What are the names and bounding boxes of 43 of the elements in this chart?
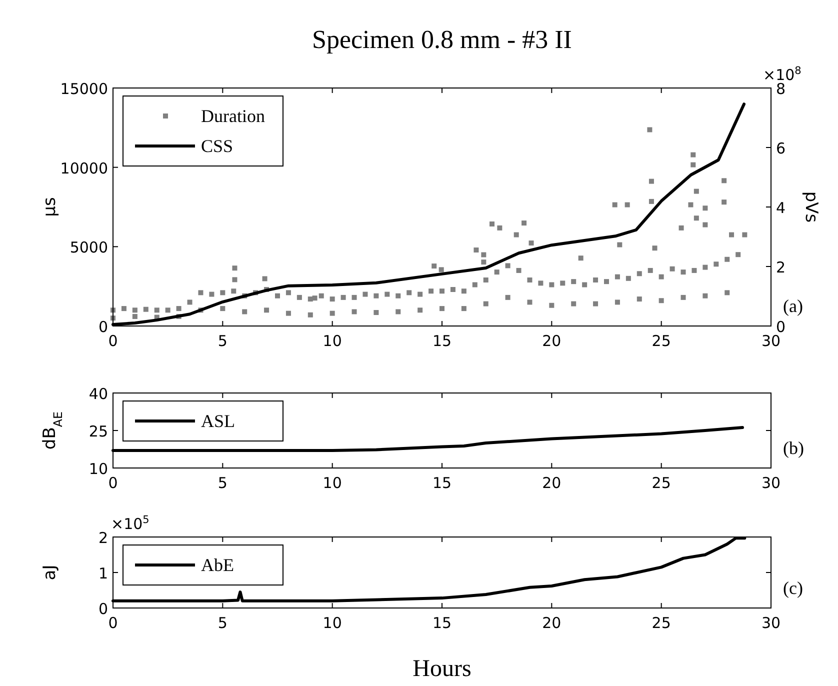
x-tick-label: 15 — [432, 474, 452, 492]
y-tick-label: 10 — [88, 460, 108, 478]
x-tick-label: 5 — [218, 332, 228, 350]
text: (c) — [783, 578, 803, 598]
x-tick-label: 15 — [432, 332, 452, 350]
y-tick-label: 10000 — [60, 159, 108, 178]
y-tick-label: 15000 — [60, 80, 108, 98]
y2-tick-label: 6 — [776, 140, 786, 158]
y-tick-label: 1 — [98, 564, 108, 582]
x-tick-label: 15 — [432, 614, 452, 632]
y-tick-label: 40 — [88, 385, 108, 403]
x-tick-label: 10 — [322, 614, 342, 632]
chart-title: Specimen 0.8 mm - #3 II — [312, 25, 572, 54]
text: ×10$^{5}$ — [111, 514, 150, 533]
x-tick-label: 5 — [218, 474, 228, 492]
y2-tick-label: 2 — [776, 258, 786, 276]
legend-label: CSS — [201, 136, 234, 156]
x-tick-label: 20 — [542, 332, 562, 350]
x-tick-label: 20 — [542, 614, 562, 632]
x-axis-title: Hours — [412, 656, 472, 682]
x-tick-label: 10 — [322, 332, 342, 350]
y-tick-label: 0 — [98, 600, 108, 618]
x-tick-label: 25 — [652, 332, 671, 350]
x-tick-label: 10 — [322, 474, 342, 492]
x-tick-label: 25 — [652, 614, 671, 632]
y-tick-label: 0 — [98, 318, 108, 336]
y-axis-title: µs — [40, 197, 60, 217]
legend-label: ASL — [201, 411, 236, 431]
text: (a) — [783, 296, 803, 316]
x-tick-label: 20 — [542, 474, 562, 492]
y2-axis-title: pVs — [801, 191, 821, 223]
legend-label: AbE — [201, 555, 234, 575]
y-tick-label: 25 — [88, 422, 108, 440]
legend-label: Duration — [201, 106, 265, 126]
y-tick-label: 2 — [98, 529, 108, 547]
y-tick-label: 5000 — [70, 238, 108, 257]
x-tick-label: 30 — [761, 474, 781, 492]
x-tick-label: 25 — [652, 474, 671, 492]
x-tick-label: 30 — [761, 614, 781, 632]
y2-tick-label: 4 — [776, 199, 786, 217]
x-tick-label: 5 — [218, 614, 228, 632]
y-axis-title: aJ — [40, 564, 60, 580]
text: (b) — [783, 438, 804, 458]
